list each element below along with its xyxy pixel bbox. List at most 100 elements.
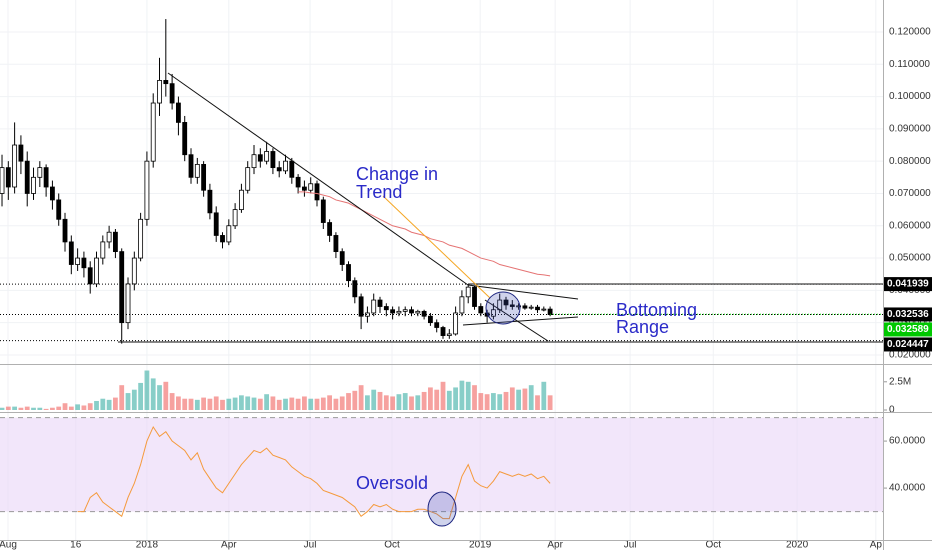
- candle-body: [308, 183, 314, 191]
- candle-body: [427, 315, 433, 324]
- candle-body: [144, 160, 150, 220]
- candle-body: [409, 309, 414, 314]
- volume-bar: [182, 398, 188, 410]
- highlight-circle: [485, 291, 521, 325]
- volume-bar: [459, 380, 465, 410]
- price-tags: 0.041939 0.032536 0.032589 0.024447: [884, 277, 932, 352]
- volume-bar: [163, 381, 169, 410]
- candle-body: [327, 222, 333, 236]
- volume-bar: [31, 407, 36, 410]
- volume-bar: [270, 396, 276, 410]
- candle-body: [119, 251, 125, 324]
- candle-body: [377, 299, 383, 307]
- volume-bar: [50, 407, 55, 410]
- y-tick-label: 60.0000: [889, 436, 926, 447]
- y-tick-label: 0.090000: [889, 124, 931, 135]
- volume-bar: [0, 407, 5, 410]
- price-tag-label: 0.024447: [887, 339, 929, 350]
- candle-body: [251, 154, 257, 169]
- trend-line: [167, 72, 469, 286]
- candle-body: [465, 286, 471, 298]
- candle-body: [440, 327, 446, 336]
- candle-body: [87, 267, 93, 285]
- price-tag: [884, 307, 932, 322]
- volume-bar: [232, 397, 238, 410]
- candle-body: [163, 80, 169, 85]
- volume-bar: [365, 395, 370, 410]
- candle-body: [31, 176, 36, 194]
- volume-bar: [283, 398, 288, 410]
- drawings: [118, 72, 883, 527]
- volume-bar: [346, 393, 351, 410]
- candle-body: [295, 176, 301, 188]
- candle-body: [421, 310, 427, 317]
- volume-bar: [194, 399, 200, 410]
- candle-body: [131, 257, 137, 285]
- y-tick-label: 0.110000: [889, 59, 930, 70]
- volume-bar: [446, 390, 452, 410]
- volume-bar: [276, 399, 282, 410]
- volume-bar: [491, 393, 496, 410]
- candle-body: [289, 160, 295, 178]
- highlight-circle: [427, 491, 457, 527]
- volume-bar: [440, 381, 446, 410]
- annotation: Bottoming: [616, 300, 697, 320]
- candle-body: [213, 212, 219, 236]
- volume-bar: [383, 395, 389, 410]
- candle-body: [226, 225, 232, 243]
- volume-bar: [484, 394, 490, 410]
- y-tick-label: 0.070000: [889, 188, 931, 199]
- volume-bar: [339, 396, 345, 410]
- volume-bar: [295, 398, 301, 410]
- volume-bar: [421, 391, 427, 410]
- triangle-line: [484, 299, 549, 342]
- candle-body: [188, 154, 194, 178]
- price-tag: [884, 337, 932, 352]
- y-tick-label: 0.020000: [889, 350, 931, 361]
- volume-bar: [257, 398, 263, 410]
- volume-bar: [415, 395, 421, 410]
- candle-body: [81, 257, 87, 269]
- x-tick-label: 2019: [469, 540, 492, 550]
- volume-bar: [5, 406, 11, 410]
- y-tick-label: 0.060000: [889, 220, 931, 231]
- candle-body: [459, 296, 465, 314]
- annotation: Change in: [356, 164, 438, 184]
- volume-bar: [113, 397, 118, 410]
- price-tag-label: 0.032589: [887, 324, 929, 335]
- volume-bar: [522, 388, 528, 410]
- volume-bar: [188, 398, 194, 410]
- x-tick-label: Oct: [705, 540, 721, 550]
- volume-bar: [125, 393, 131, 410]
- volume-bar: [68, 406, 74, 410]
- y-tick-label: 0.120000: [889, 27, 931, 38]
- volume-bar: [390, 396, 396, 410]
- candle-body: [276, 167, 282, 172]
- candle-body: [358, 296, 364, 317]
- x-tick-label: Apr: [547, 540, 563, 550]
- volume-bar: [24, 406, 30, 410]
- candle-body: [37, 167, 43, 178]
- volume-bar: [327, 395, 333, 410]
- candle-body: [339, 251, 345, 265]
- volume-bar: [453, 387, 459, 410]
- candle-body: [201, 163, 207, 191]
- volume-bar: [239, 395, 244, 410]
- candle-body: [270, 151, 276, 169]
- rsi-line: [77, 425, 551, 520]
- x-tick-label: 2020: [786, 540, 809, 550]
- volume-bar: [302, 396, 307, 410]
- volume-bar: [516, 389, 522, 410]
- volume-bar: [396, 394, 402, 410]
- candle-body: [138, 218, 144, 259]
- candle-body: [522, 305, 528, 309]
- volume-bar: [226, 398, 232, 410]
- candle-body: [402, 309, 408, 312]
- volume-bar: [220, 399, 225, 410]
- volume-bar: [100, 398, 106, 410]
- candle-body: [150, 102, 156, 162]
- volume-bar: [289, 397, 295, 410]
- volume-bar: [81, 405, 87, 410]
- candle-body: [106, 231, 112, 243]
